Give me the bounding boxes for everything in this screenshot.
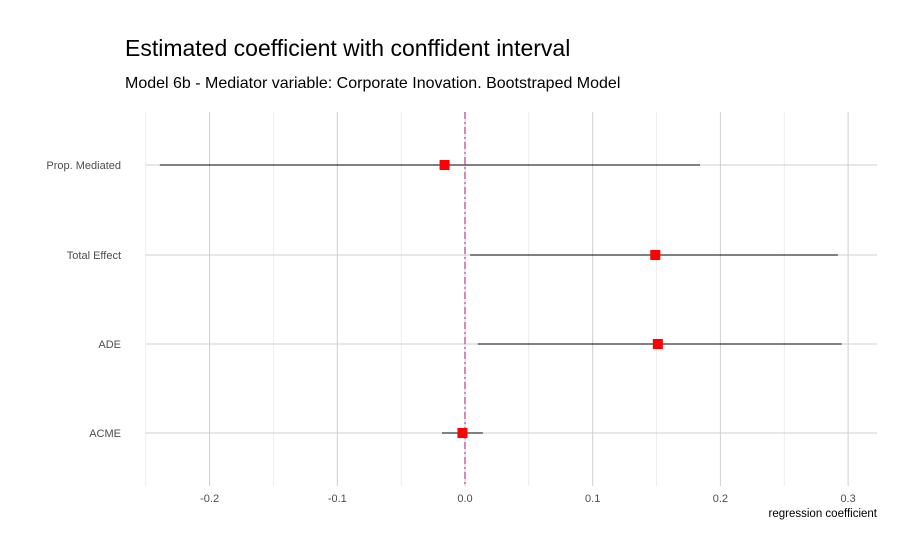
estimate-point: [652, 339, 663, 349]
point-layer: [439, 160, 663, 438]
x-tick-label: -0.2: [200, 493, 219, 505]
estimate-point: [457, 428, 468, 438]
estimate-point: [650, 250, 661, 260]
y-tick-label: Total Effect: [67, 250, 121, 262]
x-axis-title: regression coefficient: [769, 508, 878, 520]
grid-layer: [145, 112, 877, 486]
y-tick-label: Prop. Mediated: [46, 160, 121, 172]
estimate-point: [439, 160, 450, 170]
y-tick-label: ACME: [89, 428, 121, 440]
chart-title: Estimated coefficient with conffident in…: [125, 35, 571, 61]
x-tick-label: 0.3: [840, 493, 855, 505]
label-layer: -0.2 -0.1 0.0 0.1 0.2 0.3 Prop. Mediated Total …: [46, 160, 855, 505]
x-tick-label: 0.1: [585, 493, 600, 505]
chart-subtitle: Model 6b - Mediator variable: Corporate …: [125, 75, 621, 92]
x-tick-label: 0.2: [713, 493, 728, 505]
y-tick-label: ADE: [98, 339, 121, 351]
x-tick-label: -0.1: [328, 493, 347, 505]
ci-layer: [159, 164, 842, 434]
x-tick-label: 0.0: [457, 493, 472, 505]
